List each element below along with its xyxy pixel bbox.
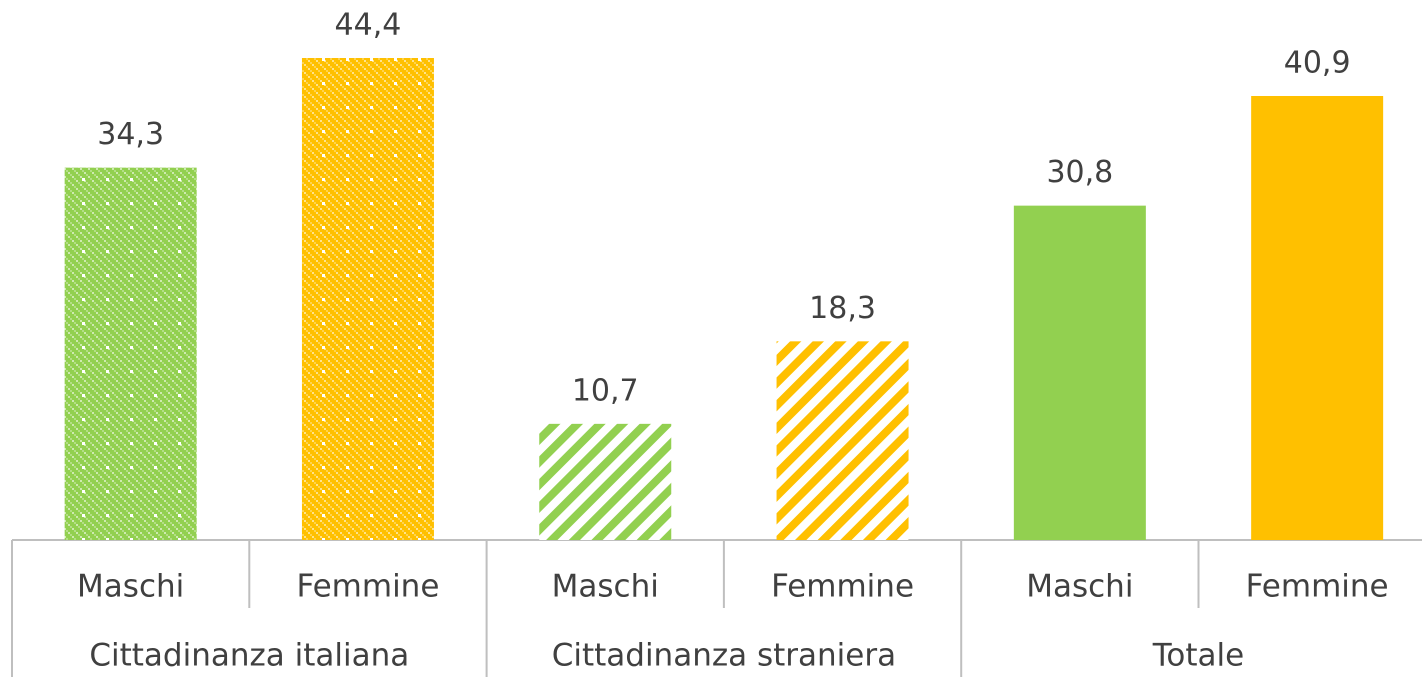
data-label: 34,3 bbox=[97, 117, 164, 152]
x-tick-label: Femmine bbox=[296, 569, 439, 605]
data-label: 18,3 bbox=[809, 291, 876, 326]
data-label: 10,7 bbox=[572, 373, 639, 408]
bar bbox=[1251, 95, 1384, 541]
bar bbox=[539, 423, 672, 540]
data-label: 44,4 bbox=[335, 8, 402, 43]
data-label: 40,9 bbox=[1284, 45, 1351, 80]
x-tick-label: Maschi bbox=[552, 569, 659, 605]
group-label: Cittadinanza italiana bbox=[89, 638, 409, 674]
x-tick-label: Femmine bbox=[1246, 569, 1389, 605]
x-tick-label: Femmine bbox=[771, 569, 914, 605]
bar bbox=[1013, 205, 1146, 540]
x-tick-label: Maschi bbox=[1026, 569, 1133, 605]
bar bbox=[301, 58, 434, 540]
x-tick-label: Maschi bbox=[77, 569, 184, 605]
bar bbox=[64, 167, 197, 540]
data-label: 30,8 bbox=[1046, 155, 1113, 190]
group-label: Cittadinanza straniera bbox=[552, 638, 896, 674]
bar bbox=[776, 341, 909, 540]
group-label: Totale bbox=[1152, 638, 1244, 674]
